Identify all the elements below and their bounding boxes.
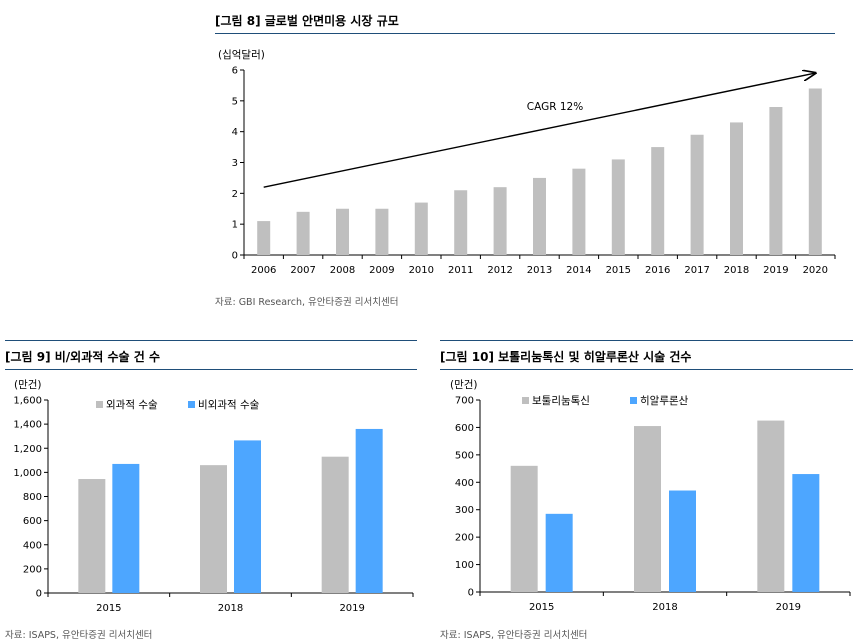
bar	[634, 426, 661, 592]
x-tick-label: 2009	[369, 265, 394, 276]
x-tick-label: 2012	[487, 265, 512, 276]
bar	[792, 474, 820, 592]
y-tick-label: 700	[455, 396, 474, 407]
bar	[454, 190, 468, 255]
chart-surgery-count: (만건) 0 200 400 600 800 1,000 1,200 1,400 1,600 201…	[13, 379, 414, 614]
cagr-annotation: CAGR 12%	[527, 101, 583, 113]
legend-label: 히알루론산	[640, 395, 689, 407]
x-tick-label: 2016	[645, 265, 670, 276]
chart-source: 자료: GBI Research, 유안타증권 리서치센터	[215, 297, 399, 308]
x-tick-label: 2018	[218, 603, 243, 614]
chart-source: 자료: ISAPS, 유안타증권 리서치센터	[440, 630, 588, 641]
x-tick-label: 2019	[776, 602, 801, 613]
title-rule	[215, 33, 835, 34]
y-tick-label: 6	[232, 66, 238, 77]
bar	[572, 168, 586, 255]
x-tick-label: 2019	[339, 603, 364, 614]
y-tick-label: 0	[36, 589, 42, 600]
x-tick-label: 2007	[290, 265, 315, 276]
y-axis-unit-label: (십억달러)	[218, 49, 265, 61]
bar	[78, 479, 106, 593]
y-axis-unit-label: (만건)	[450, 379, 478, 391]
title-rule	[5, 369, 417, 370]
legend-swatch	[630, 397, 637, 404]
x-tick-label: 2014	[566, 265, 591, 276]
chart-title: [그림 9] 비/외과적 수술 건 수	[5, 350, 160, 364]
bar	[355, 428, 383, 593]
x-tick-label: 2015	[529, 602, 554, 613]
legend-label: 비외과적 수술	[198, 399, 260, 411]
chart-title: [그림 10] 보톨리눔톡신 및 히알루론산 시술 건수	[440, 350, 692, 364]
y-tick-label: 400	[23, 540, 42, 551]
x-tick-label: 2018	[724, 265, 749, 276]
x-tick-label: 2020	[803, 265, 828, 276]
y-axis-unit-label: (만건)	[14, 379, 42, 391]
y-tick-label: 4	[232, 127, 238, 138]
top-rule	[5, 340, 417, 341]
bar	[545, 513, 573, 592]
bar	[808, 88, 822, 255]
y-tick-label: 200	[455, 533, 474, 544]
bar	[730, 122, 743, 256]
x-tick-label: 2015	[606, 265, 631, 276]
y-tick-label: 300	[455, 505, 474, 516]
x-tick-label: 2018	[652, 602, 677, 613]
bar	[651, 147, 665, 255]
bar	[234, 440, 261, 593]
bar	[200, 465, 227, 593]
chart-market-size: (십억달러) 0 1 2 3 4 5 6 2006 2007 2008 2009 2010 2011 201…	[218, 49, 836, 276]
y-tick-label: 0	[468, 588, 474, 599]
cagr-trend-arrow	[263, 73, 816, 188]
bar	[690, 134, 704, 255]
title-rule	[440, 369, 853, 370]
y-tick-label: 600	[455, 423, 474, 434]
y-tick-label: 500	[455, 450, 474, 461]
legend-label: 외과적 수술	[106, 399, 158, 411]
y-tick-label: 1,000	[13, 468, 42, 479]
bar	[533, 177, 546, 255]
y-tick-label: 5	[232, 96, 238, 107]
y-tick-label: 1,200	[13, 444, 42, 455]
y-tick-label: 200	[23, 564, 42, 575]
y-tick-label: 1	[232, 220, 238, 231]
y-tick-label: 1,400	[13, 420, 42, 431]
legend-swatch	[188, 401, 195, 408]
y-tick-label: 100	[455, 560, 474, 571]
bar	[757, 420, 785, 592]
y-tick-label: 1,600	[13, 396, 42, 407]
bar	[257, 221, 271, 255]
x-tick-label: 2010	[409, 265, 434, 276]
top-rule	[440, 340, 853, 341]
legend-swatch	[522, 397, 529, 404]
y-tick-label: 0	[232, 251, 238, 262]
chart-title: [그림 8] 글로벌 안면미용 시장 규모	[215, 14, 399, 28]
y-tick-label: 3	[232, 158, 238, 169]
y-tick-label: 2	[232, 189, 238, 200]
bar	[321, 456, 349, 593]
y-tick-label: 400	[455, 478, 474, 489]
chart-source: 자료: ISAPS, 유안타증권 리서치센터	[5, 630, 153, 641]
bar	[611, 159, 625, 255]
x-tick-label: 2019	[763, 265, 788, 276]
bar	[112, 463, 140, 593]
y-tick-label: 800	[23, 492, 42, 503]
x-tick-label: 2011	[448, 265, 473, 276]
x-tick-label: 2013	[527, 265, 552, 276]
bar	[336, 208, 349, 255]
bar	[296, 211, 310, 255]
bar	[510, 465, 538, 592]
bar	[769, 107, 783, 255]
y-tick-label: 600	[23, 516, 42, 527]
bar	[669, 490, 696, 592]
x-tick-label: 2006	[251, 265, 276, 276]
bar	[493, 187, 507, 255]
legend-swatch	[96, 401, 103, 408]
x-tick-label: 2015	[96, 603, 121, 614]
x-tick-label: 2008	[330, 265, 355, 276]
x-tick-label: 2017	[684, 265, 709, 276]
bar	[414, 202, 428, 255]
legend-label: 보툴리눔톡신	[532, 395, 590, 407]
bar	[375, 208, 389, 255]
